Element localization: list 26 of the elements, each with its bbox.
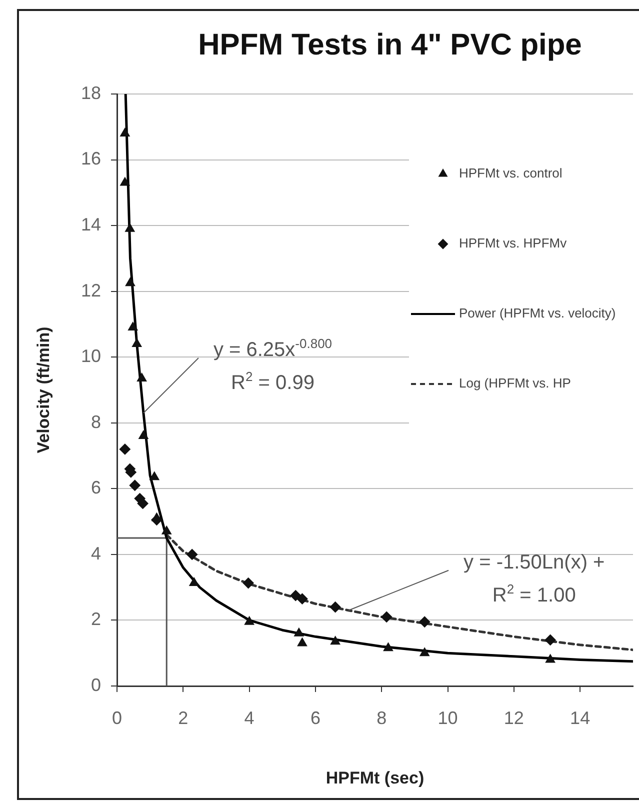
x-tick-label: 2 bbox=[178, 708, 188, 728]
chart-title: HPFM Tests in 4" PVC pipe bbox=[198, 28, 582, 62]
y-tick-label: 10 bbox=[80, 346, 101, 366]
y-tick-label: 2 bbox=[90, 609, 101, 630]
annotation: y = -1.50Ln(x) + bbox=[464, 551, 605, 574]
legend-label: Power (HPFMt vs. velocity) bbox=[459, 306, 616, 321]
legend-label: Log (HPFMt vs. HP bbox=[459, 376, 571, 391]
y-tick-label: 6 bbox=[90, 478, 101, 498]
y-tick-label: 4 bbox=[90, 543, 101, 564]
x-tick-label: 14 bbox=[570, 708, 590, 728]
x-tick-label: 12 bbox=[504, 708, 524, 728]
legend-label: HPFMt vs. control bbox=[459, 166, 562, 181]
y-tick-label: 0 bbox=[90, 674, 101, 695]
y-tick-label: 8 bbox=[90, 412, 101, 432]
y-axis-title: Velocity (ft/min) bbox=[34, 326, 53, 454]
x-axis-title: HPFMt (sec) bbox=[326, 768, 424, 788]
y-tick-label: 16 bbox=[80, 148, 101, 169]
legend-label: HPFMt vs. HPFMv bbox=[459, 236, 568, 251]
x-tick-label: 10 bbox=[438, 708, 458, 728]
x-tick-label: 0 bbox=[112, 708, 122, 728]
x-tick-label: 6 bbox=[310, 708, 320, 728]
y-tick-label: 18 bbox=[80, 82, 101, 103]
y-tick-label: 12 bbox=[80, 280, 101, 300]
y-tick-label: 14 bbox=[80, 214, 101, 235]
x-tick-label: 8 bbox=[376, 708, 387, 728]
x-tick-label: 4 bbox=[244, 708, 254, 728]
